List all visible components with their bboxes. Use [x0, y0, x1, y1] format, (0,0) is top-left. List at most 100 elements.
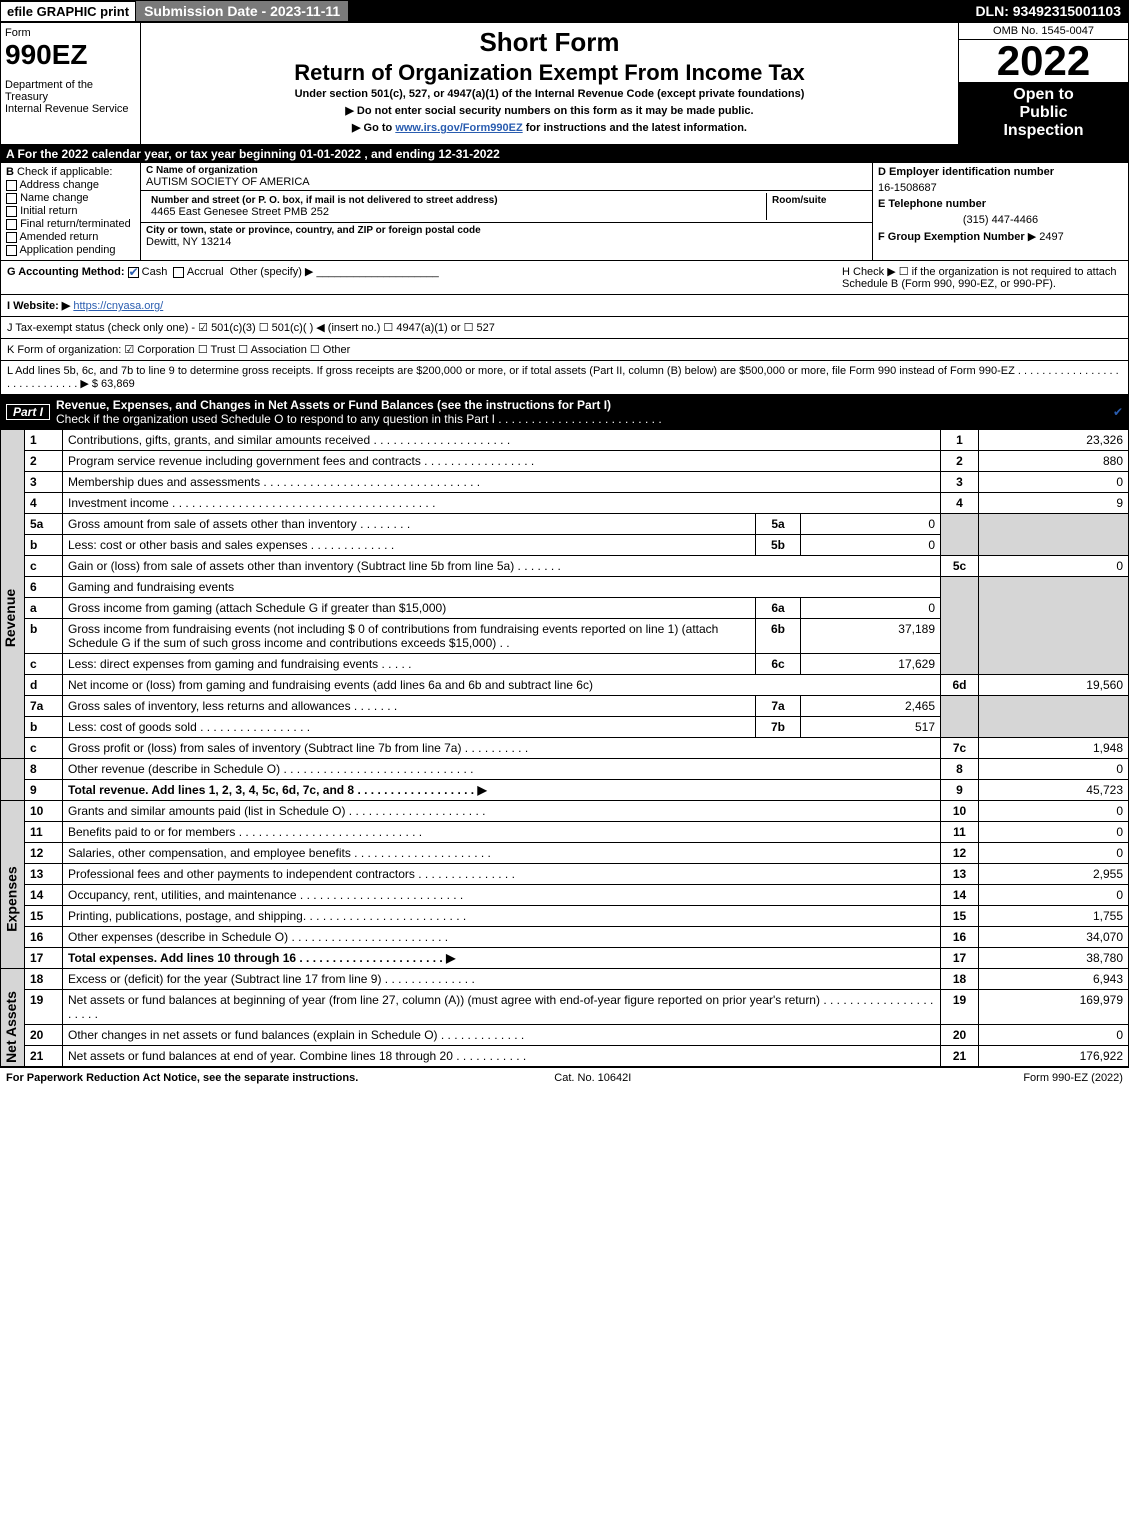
b-text: Check if applicable: — [17, 166, 112, 178]
cb-address-change[interactable]: Address change — [6, 179, 135, 191]
line-num: b — [25, 619, 63, 654]
cb-accrual[interactable] — [173, 267, 184, 278]
line-num: 8 — [25, 759, 63, 780]
line-desc: Less: direct expenses from gaming and fu… — [63, 654, 756, 675]
sub-val: 0 — [801, 535, 941, 556]
tax-year: 2022 — [959, 40, 1128, 82]
efile-print-button[interactable]: efile GRAPHIC print — [0, 1, 136, 22]
cb-cash[interactable] — [128, 267, 139, 278]
accrual-label: Accrual — [187, 266, 224, 278]
col-def: D Employer identification number 16-1508… — [873, 163, 1128, 260]
line-no: 6d — [941, 675, 979, 696]
sub-val: 517 — [801, 717, 941, 738]
line-no: 2 — [941, 451, 979, 472]
cb-initial-return[interactable]: Initial return — [6, 205, 135, 217]
open-l2: Public — [963, 104, 1124, 122]
cb-amended[interactable]: Amended return — [6, 231, 135, 243]
line-no: 3 — [941, 472, 979, 493]
line-num: 9 — [25, 780, 63, 801]
line-num: 7a — [25, 696, 63, 717]
line-desc: Total revenue. Add lines 1, 2, 3, 4, 5c,… — [63, 780, 941, 801]
c-city-lbl: City or town, state or province, country… — [146, 225, 867, 236]
i-label: I Website: ▶ — [7, 300, 70, 312]
line-num: 6 — [25, 577, 63, 598]
f-lbl: F Group Exemption Number — [878, 231, 1025, 243]
line-val: 0 — [979, 556, 1129, 577]
e-lbl: E Telephone number — [878, 198, 986, 210]
line-num: c — [25, 654, 63, 675]
line-num: 1 — [25, 430, 63, 451]
line-num: 4 — [25, 493, 63, 514]
line-num: 11 — [25, 822, 63, 843]
line-val: 6,943 — [979, 969, 1129, 990]
c-addr-row: Number and street (or P. O. box, if mail… — [141, 191, 872, 223]
other-label: Other (specify) ▶ — [230, 266, 314, 278]
line-val: 38,780 — [979, 948, 1129, 969]
b-label: B — [6, 166, 14, 178]
line-val: 880 — [979, 451, 1129, 472]
line-no: 13 — [941, 864, 979, 885]
cash-label: Cash — [142, 266, 168, 278]
row-j: J Tax-exempt status (check only one) - ☑… — [0, 317, 1129, 339]
line-desc: Other revenue (describe in Schedule O) .… — [63, 759, 941, 780]
line-desc: Contributions, gifts, grants, and simila… — [63, 430, 941, 451]
schedule-o-checkbox[interactable] — [1112, 407, 1123, 418]
group-exemption: ▶ 2497 — [1028, 231, 1064, 243]
cb-name-change[interactable]: Name change — [6, 192, 135, 204]
line-desc: Membership dues and assessments . . . . … — [63, 472, 941, 493]
line-val: 23,326 — [979, 430, 1129, 451]
dept-treasury: Department of the Treasury — [5, 79, 136, 103]
form-word: Form — [5, 27, 136, 39]
cb-application-pending-label: Application pending — [19, 244, 115, 256]
line-desc: Professional fees and other payments to … — [63, 864, 941, 885]
l-text: L Add lines 5b, 6c, and 7b to line 9 to … — [7, 365, 1119, 390]
cb-application-pending[interactable]: Application pending — [6, 244, 135, 256]
revenue-side-label: Revenue — [1, 430, 25, 759]
line-desc: Gain or (loss) from sale of assets other… — [63, 556, 941, 577]
part-i-sub: Check if the organization used Schedule … — [56, 412, 662, 426]
line-num: a — [25, 598, 63, 619]
line-num: c — [25, 738, 63, 759]
line-no: 21 — [941, 1046, 979, 1067]
line-val: 0 — [979, 1025, 1129, 1046]
line-desc: Program service revenue including govern… — [63, 451, 941, 472]
expenses-side-label: Expenses — [1, 801, 25, 969]
ssn-warning: ▶ Do not enter social security numbers o… — [149, 104, 950, 117]
line-desc: Gross income from gaming (attach Schedul… — [63, 598, 756, 619]
netassets-side-label: Net Assets — [1, 969, 25, 1067]
sub-no: 7a — [756, 696, 801, 717]
line-num: 16 — [25, 927, 63, 948]
form-ref: Form 990-EZ (2022) — [1023, 1072, 1123, 1084]
part-i-header: Part I Revenue, Expenses, and Changes in… — [0, 395, 1129, 429]
irs-link[interactable]: www.irs.gov/Form990EZ — [395, 122, 522, 134]
cb-initial-return-label: Initial return — [20, 205, 77, 217]
line-no: 8 — [941, 759, 979, 780]
line-no: 20 — [941, 1025, 979, 1046]
line-val: 0 — [979, 472, 1129, 493]
website-link[interactable]: https://cnyasa.org/ — [73, 300, 163, 312]
c-name-lbl: C Name of organization — [146, 165, 867, 176]
line-desc: Net income or (loss) from gaming and fun… — [63, 675, 941, 696]
section-b-through-f: B Check if applicable: Address change Na… — [0, 163, 1129, 261]
room-lbl: Room/suite — [772, 195, 862, 206]
line-num: d — [25, 675, 63, 696]
line-num: b — [25, 717, 63, 738]
g-label: G Accounting Method: — [7, 266, 125, 278]
cb-final-return[interactable]: Final return/terminated — [6, 218, 135, 230]
line-no: 19 — [941, 990, 979, 1025]
sub-val: 2,465 — [801, 696, 941, 717]
open-l1: Open to — [963, 86, 1124, 104]
part-i-title: Revenue, Expenses, and Changes in Net As… — [56, 398, 611, 412]
c-addr-lbl: Number and street (or P. O. box, if mail… — [151, 195, 761, 206]
header-center: Short Form Return of Organization Exempt… — [141, 23, 958, 144]
line-val: 176,922 — [979, 1046, 1129, 1067]
sub-no: 6a — [756, 598, 801, 619]
line-num: 2 — [25, 451, 63, 472]
line-no: 4 — [941, 493, 979, 514]
line-desc: Benefits paid to or for members . . . . … — [63, 822, 941, 843]
line-num: 17 — [25, 948, 63, 969]
line-desc: Grants and similar amounts paid (list in… — [63, 801, 941, 822]
line-no: 11 — [941, 822, 979, 843]
sub-no: 6b — [756, 619, 801, 654]
footer: For Paperwork Reduction Act Notice, see … — [0, 1067, 1129, 1088]
